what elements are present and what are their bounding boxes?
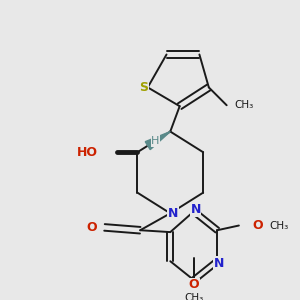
Text: CH₃: CH₃	[184, 293, 203, 300]
Text: S: S	[140, 81, 148, 94]
Text: CH₃: CH₃	[234, 100, 253, 110]
Polygon shape	[145, 132, 170, 150]
Text: N: N	[214, 256, 224, 270]
Text: N: N	[190, 203, 201, 216]
Text: N: N	[168, 207, 178, 220]
Text: HO: HO	[77, 146, 98, 159]
Text: O: O	[252, 219, 263, 232]
Text: O: O	[188, 278, 199, 291]
Text: CH₃: CH₃	[269, 220, 288, 230]
Text: H: H	[151, 136, 159, 146]
Text: O: O	[86, 221, 97, 234]
